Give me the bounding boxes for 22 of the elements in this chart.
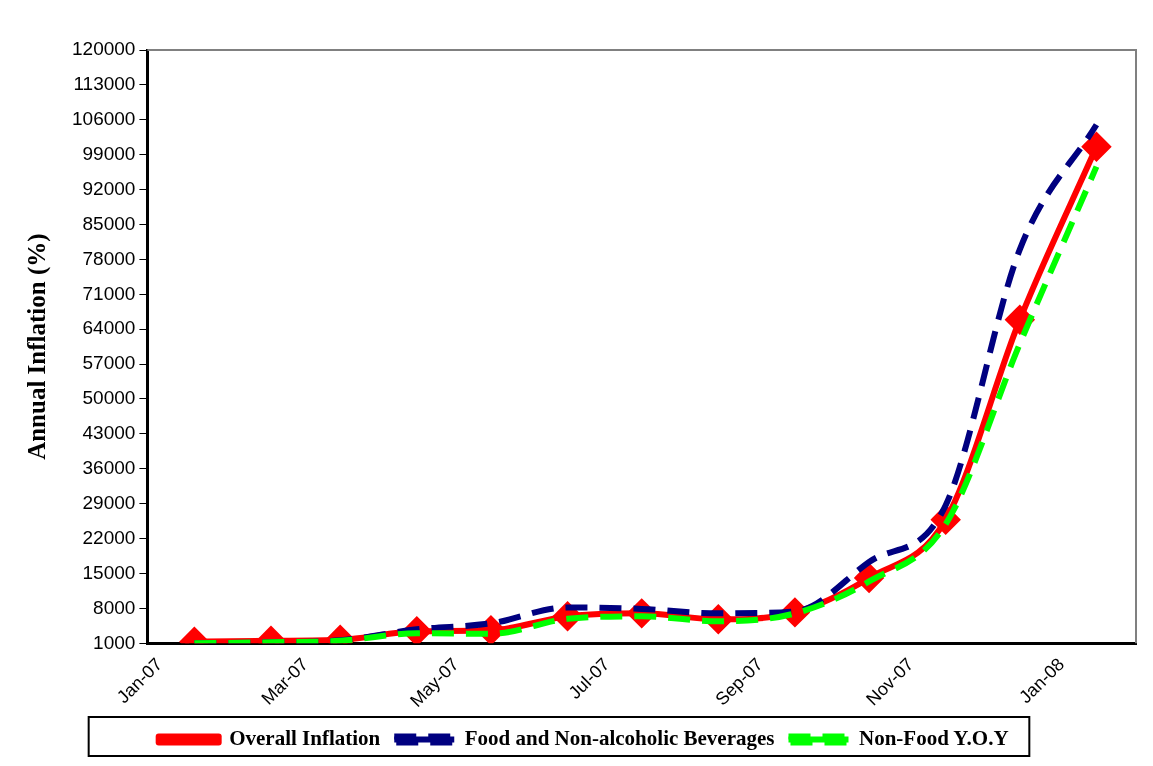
y-tick-label: 50000 [82, 387, 136, 409]
y-tick-label: 113000 [73, 73, 136, 95]
y-tick-label: 22000 [82, 526, 136, 548]
legend-label: Non-Food Y.O.Y [858, 725, 1009, 750]
y-tick-label: 92000 [82, 177, 136, 199]
y-tick-label: 29000 [82, 491, 136, 513]
y-tick-label: 78000 [82, 247, 136, 269]
y-tick-label: 1000 [93, 631, 136, 653]
y-tick-label: 71000 [82, 282, 136, 304]
y-tick-label: 106000 [72, 108, 136, 130]
y-tick-label: 64000 [82, 317, 136, 339]
y-tick-label: 43000 [82, 422, 136, 444]
y-tick-label: 8000 [93, 596, 136, 618]
legend-label: Food and Non-alcoholic Beverages [464, 725, 775, 750]
legend-label: Overall Inflation [229, 725, 381, 750]
y-tick-label: 120000 [72, 38, 136, 60]
y-tick-label: 85000 [82, 212, 136, 234]
y-tick-label: 15000 [82, 561, 136, 583]
y-axis-title: Annual Inflation (%) [23, 233, 52, 460]
y-tick-label: 57000 [82, 352, 136, 374]
y-tick-label: 36000 [82, 457, 136, 479]
y-tick-label: 99000 [82, 142, 136, 164]
